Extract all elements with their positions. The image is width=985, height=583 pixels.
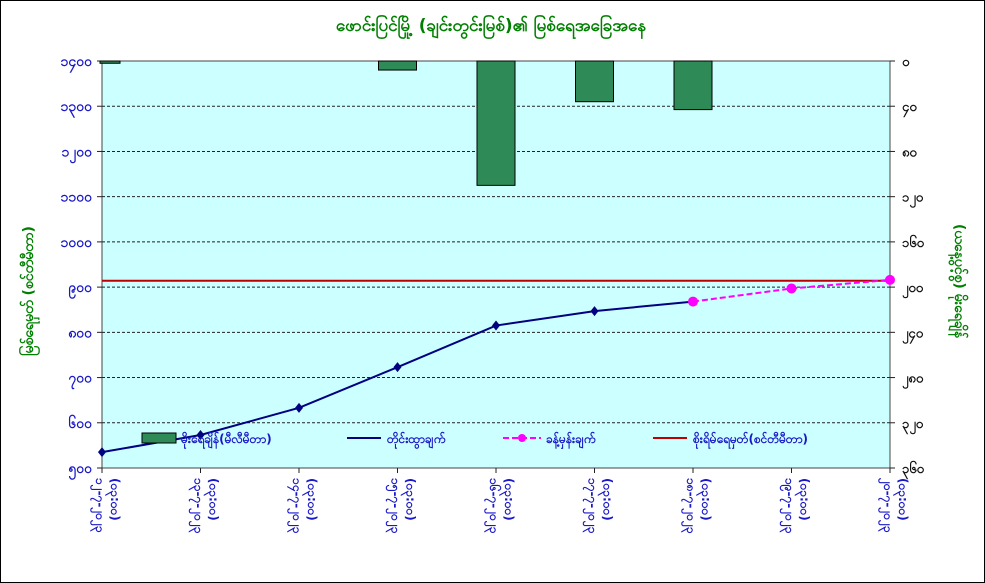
rainfall-bar [378, 60, 417, 71]
rainfall-bar [575, 60, 614, 103]
legend-danger-label: စိုးရိမ်ရေမှတ်(စင်တီမီတာ) [692, 430, 808, 450]
y2-tick-label: ၈၀ [902, 145, 917, 160]
forecast-point [885, 274, 895, 285]
y-tick-label: ၅၀၀ [68, 461, 93, 480]
y-tick-label: ၆၀၀ [68, 415, 93, 432]
x-tick-time: (၀၃:၀၀) [794, 478, 812, 521]
y2-tick-label: ၂၄၀ [902, 326, 924, 344]
forecast-point [786, 283, 797, 294]
y2-tick-label: ၄၀ [902, 100, 917, 118]
x-tick-label: ၁၉-၇-၂၀၂၃ (၀၃:၀၀) [779, 478, 812, 534]
x-tick-date: ၂၀-၇-၂၀၂၃ [877, 477, 895, 533]
x-tick-time: (၀၃:၀၀) [301, 478, 319, 521]
observed-point [590, 306, 599, 317]
x-tick-time: (၀၃:၀၀) [400, 478, 418, 521]
y-axis-label: မြစ်ရေမှတ် (စင်တီမီတာ) [19, 226, 40, 356]
x-tick-date: ၁၇-၇-၂၀၂၃ [582, 478, 600, 534]
x-tick-label: ၁၄-၇-၂၀၂၃ (၀၃:၀၀) [286, 478, 319, 534]
x-tick-time: (၀၃:၀၀) [104, 478, 122, 521]
y-tick-label: ၉၀၀ [68, 280, 93, 299]
y-tick-label: ၈၀၀ [68, 325, 93, 341]
x-tick-date: ၁၆-၇-၂၀၂၃ [483, 478, 503, 534]
x-tick-label: ၁၅-၇-၂၀၂၃ (၀၃:၀၀) [385, 478, 418, 534]
y2-tick-label: ၃၂၀ [902, 417, 924, 435]
x-tick-label: ၁၇-၇-၂၀၂၃ (၀၃:၀၀) [582, 478, 615, 534]
x-tick-label: ၁၂-၇-၂၀၂၃ (၀၃:၀၀) [89, 478, 122, 533]
y2-tick-label: ၃၆၀ [902, 460, 925, 480]
y-tick-label: ၁၁၀၀ [61, 190, 94, 206]
x-tick-time: (၀၃:၀၀) [498, 478, 516, 521]
y2-tick-label: ၂၀၀ [902, 281, 924, 299]
x-tick-label: ၁၃-၇-၂၀၂၃ (၀၃:၀၀) [188, 478, 221, 534]
y-tick-label: ၁၃၀၀ [61, 99, 94, 118]
legend: မိုးရေချိန်(မီလီမီတာ) တိုင်းထွာချက် ခန့်… [141, 430, 808, 450]
observed-point [492, 320, 500, 331]
y2-tick-label: ၁၂၀ [902, 191, 924, 209]
rainfall-bar [99, 60, 121, 64]
legend-forecast-label: ခန့်မှန်းချက် [546, 430, 596, 450]
legend-observed-label: တိုင်းထွာချက် [386, 430, 446, 450]
y2-tick-label: ၀ [902, 55, 910, 70]
legend-rain-swatch [141, 432, 177, 444]
chart-title: ဖောင်းပြင်မြို့ (ချင်းတွင်းမြစ်)၏ မြစ်ရေ… [336, 13, 646, 40]
observed-point [196, 429, 205, 440]
x-tick-label: ၂၀-၇-၂၀၂၃ (၀၃:၀၀) [877, 477, 910, 533]
y2-axis-label: (ယနေ့ပွင့်စွ) မိုးရေချိန် [948, 224, 968, 339]
rainfall-bar [476, 60, 516, 186]
y-tick-label: ၁၄၀၀ [61, 54, 94, 73]
x-tick-date: ၁၅-၇-၂၀၂၃ [385, 478, 403, 534]
x-tick-date: ၁၈-၇-၂၀၂၃ [680, 478, 698, 534]
x-tick-label: ၁၈-၇-၂၀၂၃ (၀၃:၀၀) [680, 478, 713, 534]
x-tick-date: ၁၂-၇-၂၀၂၃ [89, 478, 107, 533]
observed-point [295, 402, 303, 413]
y-tick-label: ၇၀၀ [68, 371, 93, 390]
observed-point [98, 447, 106, 458]
forecast-point [688, 296, 698, 307]
observed-point [393, 362, 402, 373]
x-tick-label: ၁၆-၇-၂၀၂၃ (၀၃:၀၀) [483, 478, 516, 534]
legend-rain-label: မိုးရေချိန်(မီလီမီတာ) [180, 430, 272, 450]
y-tick-label: ၁၂၀၀ [61, 144, 93, 163]
y2-tick-label: ၂၈၀ [902, 372, 924, 390]
x-tick-date: ၁၉-၇-၂၀၂၃ [779, 478, 797, 534]
y2-tick-label: ၁၆၀ [902, 234, 925, 251]
x-tick-date: ၁၃-၇-၂၀၂၃ [188, 478, 206, 534]
y-tick-label: ၁၀၀၀ [61, 235, 94, 251]
x-tick-time: (၀၃:၀၀) [695, 478, 713, 521]
x-tick-date: ၁၄-၇-၂၀၂၃ [286, 478, 304, 534]
x-tick-time: (၀၃:၀၀) [203, 478, 221, 521]
legend-forecast-marker [518, 434, 526, 442]
rainfall-bar [673, 60, 713, 111]
x-tick-time: (၀၃:၀၀) [597, 478, 615, 521]
x-tick-time: (၀၃:၀၀) [892, 478, 910, 521]
